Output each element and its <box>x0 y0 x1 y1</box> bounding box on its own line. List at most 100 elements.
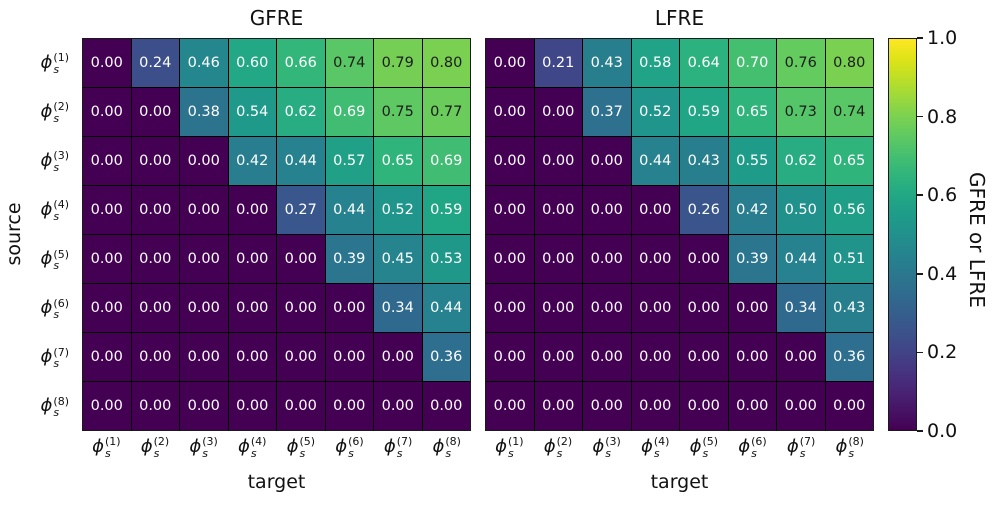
colorbar-label: GFRE or LFRE <box>965 172 989 308</box>
x-tick: ϕ (5) s <box>277 433 326 471</box>
colorbar-tick-mark <box>917 430 923 432</box>
heatmap-cell: 0.65 <box>374 137 422 185</box>
colorbar-tick-label: 0.4 <box>927 262 958 285</box>
heatmap-cell: 0.43 <box>583 39 631 87</box>
heatmap-cell: 0.00 <box>277 284 325 332</box>
phi-tick-label: ϕ (6) s <box>40 296 69 322</box>
colorbar-tick-label: 0.6 <box>927 184 958 207</box>
phi-tick-label: ϕ (2) s <box>543 435 573 460</box>
x-tick: ϕ (7) s <box>374 433 423 471</box>
heatmap-cell: 0.00 <box>777 333 825 381</box>
heatmap-cell: 0.00 <box>680 333 728 381</box>
phi-tick-label: ϕ (1) s <box>495 435 524 460</box>
gfre-heatmap: 0.00 0.24 0.46 0.60 0.66 0.74 0.79 0.80 0.00 0.00… <box>82 38 471 431</box>
phi-symbol: ϕ <box>40 100 53 122</box>
heatmap-cell: 0.44 <box>325 186 373 234</box>
heatmap-cell: 0.80 <box>422 39 470 87</box>
heatmap-cell: 0.21 <box>534 39 582 87</box>
heatmap-cell: 0.36 <box>422 333 470 381</box>
heatmap-cell: 0.57 <box>325 137 373 185</box>
heatmap-cell: 0.52 <box>631 88 679 136</box>
heatmap-cell: 0.44 <box>777 235 825 283</box>
y-tick: ϕ (7) s <box>0 333 76 382</box>
lfre-heatmap: 0.00 0.21 0.43 0.58 0.64 0.70 0.76 0.80 0.00 0.00… <box>485 38 874 431</box>
heatmap-cell: 0.00 <box>534 382 582 430</box>
heatmap-cell: 0.65 <box>728 88 776 136</box>
phi-symbol: ϕ <box>738 435 751 457</box>
heatmap-cell: 0.00 <box>228 284 276 332</box>
heatmap-cell: 0.00 <box>486 284 534 332</box>
heatmap-cell: 0.00 <box>277 333 325 381</box>
heatmap-cell: 0.45 <box>374 235 422 283</box>
colorbar-tick-label: 0.8 <box>927 105 958 128</box>
phi-tick-label: ϕ (6) s <box>738 435 767 460</box>
heatmap-cell: 0.00 <box>180 235 228 283</box>
heatmap-cell: 0.69 <box>325 88 373 136</box>
heatmap-cell: 0.65 <box>825 137 873 185</box>
colorbar-tick-mark <box>917 37 923 39</box>
x-tick: ϕ (8) s <box>422 433 471 471</box>
heatmap-cell: 0.59 <box>680 88 728 136</box>
heatmap-cell: 0.00 <box>131 382 179 430</box>
x-tick: ϕ (1) s <box>485 433 534 471</box>
phi-tick-label: ϕ (4) s <box>237 435 267 460</box>
heatmap-cell: 0.00 <box>534 88 582 136</box>
heatmap-cell: 0.00 <box>486 235 534 283</box>
phi-tick-label: ϕ (1) s <box>40 51 69 76</box>
heatmap-cell: 0.66 <box>277 39 325 87</box>
heatmap-cell: 0.62 <box>277 88 325 136</box>
heatmap-cell: 0.56 <box>825 186 873 234</box>
lfre-x-tick-labels: ϕ (1) s ϕ (2) s ϕ (3) s ϕ (4) s ϕ (5) s ϕ (6) s ϕ (7) s ϕ (8) s <box>485 433 874 471</box>
heatmap-cell: 0.38 <box>180 88 228 136</box>
phi-tick-label: ϕ (2) s <box>140 435 170 460</box>
heatmap-cell: 0.73 <box>777 88 825 136</box>
phi-symbol: ϕ <box>140 435 153 457</box>
phi-symbol: ϕ <box>432 435 445 457</box>
phi-symbol: ϕ <box>92 435 104 457</box>
heatmap-cell: 0.00 <box>180 137 228 185</box>
phi-tick-label: ϕ (7) s <box>786 435 816 460</box>
heatmap-cell: 0.00 <box>131 235 179 283</box>
phi-symbol: ϕ <box>40 198 53 220</box>
heatmap-cell: 0.43 <box>680 137 728 185</box>
colorbar-tick-label: 0.2 <box>927 341 958 364</box>
phi-tick-label: ϕ (3) s <box>189 435 218 460</box>
x-tick: ϕ (2) s <box>131 433 180 471</box>
y-tick: ϕ (2) s <box>0 87 76 136</box>
heatmap-cell: 0.00 <box>228 382 276 430</box>
heatmap-cell: 0.00 <box>180 382 228 430</box>
x-tick: ϕ (8) s <box>825 433 874 471</box>
phi-tick-label: ϕ (4) s <box>40 198 69 223</box>
heatmap-cell: 0.43 <box>825 284 873 332</box>
heatmap-cell: 0.00 <box>83 186 131 234</box>
phi-symbol: ϕ <box>689 435 702 457</box>
heatmap-cell: 0.00 <box>631 284 679 332</box>
phi-tick-label: ϕ (1) s <box>92 435 121 460</box>
phi-symbol: ϕ <box>335 435 348 457</box>
heatmap-cell: 0.74 <box>325 39 373 87</box>
x-tick: ϕ (7) s <box>777 433 826 471</box>
heatmap-cell: 0.00 <box>83 382 131 430</box>
x-tick: ϕ (6) s <box>325 433 374 471</box>
phi-symbol: ϕ <box>383 435 396 457</box>
heatmap-cell: 0.00 <box>534 186 582 234</box>
heatmap-cell: 0.42 <box>228 137 276 185</box>
heatmap-cell: 0.00 <box>486 382 534 430</box>
heatmap-cell: 0.00 <box>374 382 422 430</box>
heatmap-cell: 0.00 <box>631 382 679 430</box>
heatmap-cell: 0.00 <box>180 186 228 234</box>
heatmap-cell: 0.00 <box>534 235 582 283</box>
colorbar-tick-label: 1.0 <box>927 27 958 49</box>
gfre-title: GFRE <box>249 6 304 30</box>
phi-tick-label: ϕ (7) s <box>40 345 69 371</box>
heatmap-cell: 0.74 <box>825 88 873 136</box>
gfre-x-axis-label: target <box>247 471 306 493</box>
heatmap-cell: 0.70 <box>728 39 776 87</box>
heatmap-cell: 0.76 <box>777 39 825 87</box>
phi-tick-label: ϕ (5) s <box>286 435 316 460</box>
phi-symbol: ϕ <box>543 435 556 457</box>
phi-tick-label: ϕ (8) s <box>835 435 864 460</box>
y-tick: ϕ (8) s <box>0 382 76 431</box>
phi-symbol: ϕ <box>786 435 799 457</box>
heatmap-cell: 0.00 <box>680 382 728 430</box>
